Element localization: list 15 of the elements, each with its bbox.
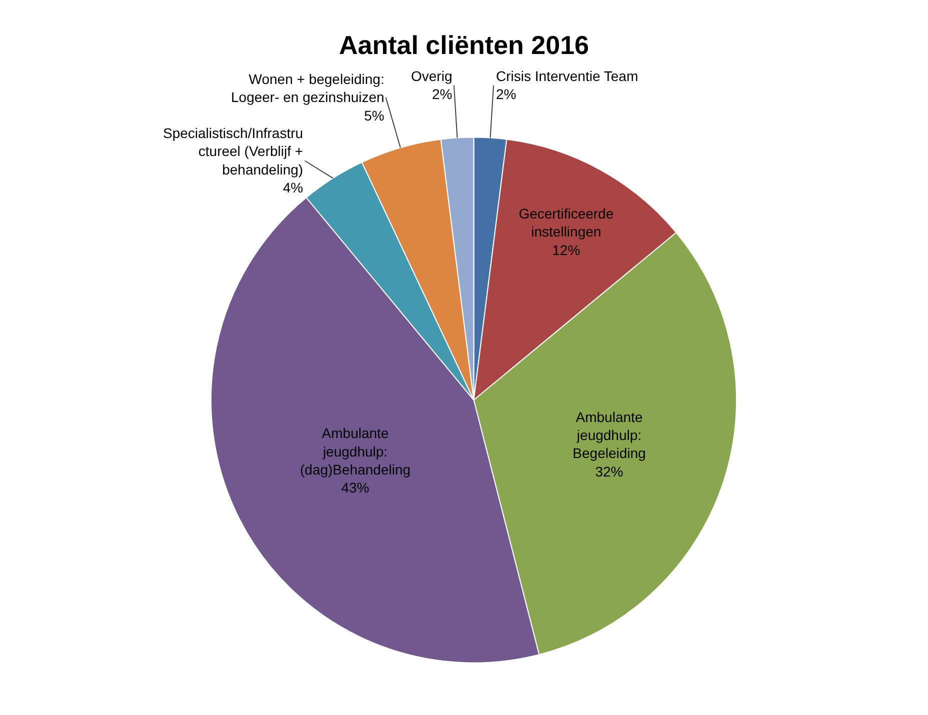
data-label: 5% xyxy=(364,107,384,124)
chart-title: Aantal cliënten 2016 xyxy=(339,30,589,60)
slice-label: Specialistisch/Infrastructureel (Verblijf + behandeling) xyxy=(163,125,304,178)
data-label: 2% xyxy=(432,86,452,102)
data-label: 12% xyxy=(552,242,580,258)
slice-label: Ambulante jeugdhulp: Begeleiding xyxy=(572,408,646,462)
data-label: 4% xyxy=(282,180,304,196)
data-label: 32% xyxy=(595,463,624,480)
data-label: 2% xyxy=(496,86,516,102)
slice-label: Overig xyxy=(411,68,452,84)
slice-label: Crisis Interventie Team xyxy=(496,68,638,84)
slice-label: Gecertificeerde instellingen xyxy=(518,206,614,240)
slice-label: Wonen + begeleiding: Logeer- en gezinshuizen xyxy=(231,71,384,106)
slice-label: Ambulante jeugdhulp: (dag)Behandeling xyxy=(300,425,411,478)
data-label: 43% xyxy=(341,480,370,496)
